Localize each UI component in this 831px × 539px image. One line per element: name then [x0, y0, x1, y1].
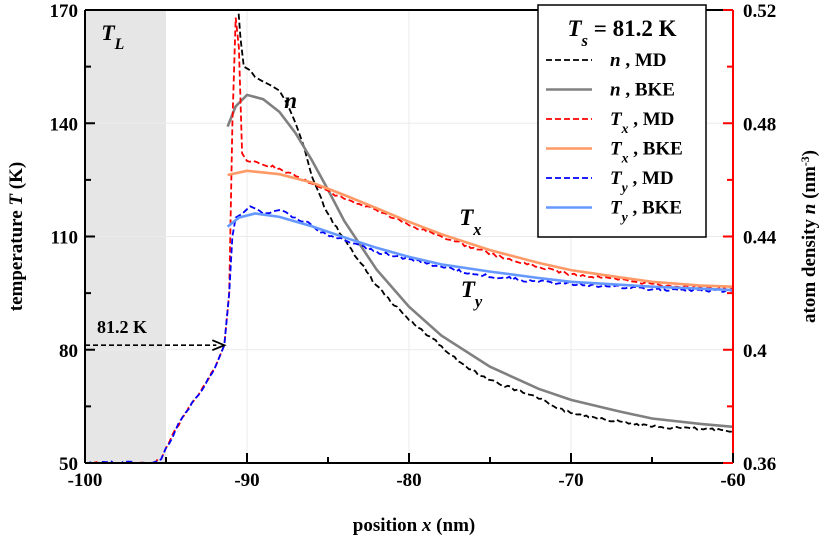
curve-label-2-part: T [461, 277, 476, 302]
legend-title-part: T [567, 16, 582, 41]
curve-label-2: Ty [461, 277, 483, 311]
y-axis-title-part: temperature [6, 206, 27, 312]
y2-tick-label: 0.4 [743, 341, 767, 362]
x-axis-title-text-part: (nm) [431, 515, 475, 536]
x-tick-label: -90 [234, 470, 259, 491]
y-tick-label: 140 [50, 114, 79, 135]
legend-entry-2: Tx , MD [610, 109, 674, 136]
legend-entry-3-part: x [621, 150, 629, 165]
x-tick-label: -70 [558, 470, 583, 491]
y2-tick-label: 0.48 [743, 114, 776, 135]
shaded-region-label: TL [101, 20, 124, 53]
legend-entry-0-part: , MD [621, 50, 667, 71]
y-axis-title-part: (K) [6, 162, 27, 194]
x-tick-label: -60 [720, 470, 745, 491]
y2-axis-title: atom density n (nm-3) [799, 150, 821, 323]
y2-axis-title-part: -3 [799, 156, 812, 166]
shaded-region-label-part: L [114, 36, 125, 53]
y2-tick-label: 0.36 [743, 454, 776, 475]
legend-entry-5-part: T [610, 198, 623, 219]
x-tick-label: -100 [68, 470, 103, 491]
y2-axis-title-part: atom density [799, 214, 820, 323]
x-axis-title-text-part: x [421, 515, 432, 536]
curve-label-0-part: n [284, 88, 297, 113]
series-line-4 [85, 205, 733, 463]
legend-entry-5: Ty , BKE [610, 198, 682, 225]
legend-entry-5-part: y [620, 209, 629, 224]
curve-label-2-part: y [473, 291, 483, 310]
legend-entry-3-part: , BKE [628, 139, 682, 160]
axes: -100 -90 -80 -70 -60 50 80 110 140 170 0.36 0.4 0.44… [6, 1, 820, 536]
legend-entry-5-part: , BKE [628, 198, 682, 219]
y2-axis-title-part: (nm [799, 166, 820, 204]
series-line-3 [227, 169, 733, 288]
curve-label-0: n [284, 88, 297, 113]
y-tick-label: 170 [50, 1, 79, 22]
y2-tick-label: 0.44 [743, 228, 777, 249]
y-axis-title-part: T [6, 193, 27, 206]
legend-title-part: s [581, 31, 588, 50]
legend-entry-4-part: T [610, 168, 623, 189]
legend-title-part: = 81.2 K [588, 16, 677, 41]
legend-entry-0-part: n [610, 50, 621, 71]
y-tick-label: 50 [59, 454, 78, 475]
y2-tick-label: 0.52 [743, 1, 776, 22]
x-axis-title-text: position x (nm) [353, 515, 475, 536]
legend-entry-2-part: T [610, 109, 623, 130]
legend-entry-4-part: y [620, 180, 629, 195]
curve-label-1: Tx [459, 205, 481, 239]
legend-entry-3: Tx , BKE [610, 139, 683, 166]
legend-entry-2-part: x [621, 121, 629, 136]
arrow-label: 81.2 K [97, 317, 147, 337]
legend-entry-4-part: , MD [628, 168, 674, 189]
series-line-5 [226, 212, 733, 292]
legend-title: Ts = 81.2 K [567, 16, 676, 50]
series-line-0 [237, 10, 733, 433]
legend-box [537, 4, 707, 238]
legend-entry-3-part: T [610, 139, 623, 160]
legend-entry-4: Ty , MD [610, 168, 674, 195]
y2-axis-title-part: ) [799, 150, 820, 156]
y-tick-label: 110 [51, 228, 78, 249]
legend-entry-0: n , MD [610, 50, 666, 71]
legend-entry-1: n , BKE [610, 80, 675, 101]
series-line-1 [226, 93, 733, 429]
x-axis-title-text-part: position [353, 515, 422, 536]
shaded-region-label-part: T [101, 20, 116, 45]
legend-entry-1-part: n [610, 80, 621, 101]
x-tick-label: -80 [396, 470, 421, 491]
curve-label-1-part: x [472, 220, 481, 239]
series-lines [85, 10, 733, 463]
arrow-head-icon [211, 339, 227, 352]
y2-axis-title-part: n [799, 204, 820, 215]
y-axis-title: temperature T (K) [6, 162, 27, 311]
legend-entry-1-part: , BKE [621, 80, 675, 101]
y-tick-label: 80 [59, 341, 78, 362]
curve-label-1-part: T [459, 205, 474, 230]
legend-entry-2-part: , MD [628, 109, 674, 130]
